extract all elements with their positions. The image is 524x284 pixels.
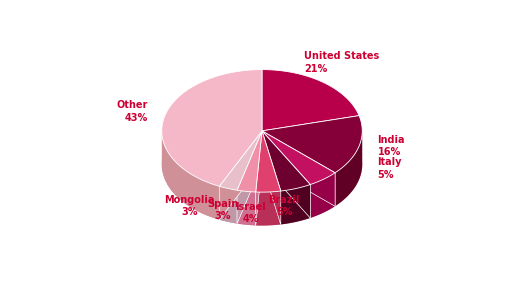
Polygon shape (262, 70, 359, 131)
Text: Italy
5%: Italy 5% (378, 157, 402, 180)
Polygon shape (256, 131, 262, 225)
Polygon shape (162, 133, 220, 220)
Polygon shape (220, 186, 237, 224)
Text: Mongolia
3%: Mongolia 3% (165, 195, 215, 217)
Ellipse shape (162, 103, 362, 225)
Polygon shape (335, 131, 362, 206)
Polygon shape (256, 131, 262, 225)
Polygon shape (220, 131, 262, 220)
Polygon shape (262, 131, 335, 206)
Text: United States
21%: United States 21% (304, 51, 379, 74)
Text: Israel
4%: Israel 4% (235, 202, 266, 224)
Polygon shape (256, 131, 281, 192)
Text: Other
43%: Other 43% (116, 100, 148, 123)
Polygon shape (262, 131, 310, 191)
Polygon shape (262, 116, 362, 173)
Polygon shape (237, 131, 262, 192)
Polygon shape (237, 131, 262, 224)
Polygon shape (262, 131, 281, 224)
Text: India
16%: India 16% (378, 135, 405, 157)
Polygon shape (237, 131, 262, 224)
Polygon shape (262, 131, 335, 206)
Text: Spain
3%: Spain 3% (208, 199, 238, 222)
Polygon shape (262, 131, 335, 185)
Polygon shape (262, 131, 281, 224)
Polygon shape (262, 131, 310, 218)
Polygon shape (220, 131, 262, 190)
Text: Brazil
5%: Brazil 5% (269, 195, 300, 217)
Polygon shape (310, 173, 335, 218)
Polygon shape (256, 191, 281, 225)
Polygon shape (262, 131, 310, 218)
Polygon shape (162, 70, 262, 186)
Polygon shape (220, 131, 262, 220)
Polygon shape (281, 185, 310, 224)
Polygon shape (237, 190, 256, 225)
